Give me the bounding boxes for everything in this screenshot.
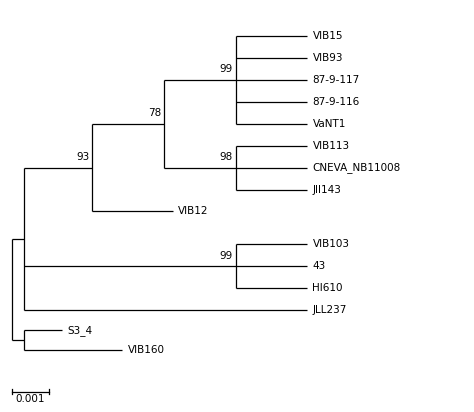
Text: 0.001: 0.001 bbox=[16, 393, 45, 403]
Text: 99: 99 bbox=[220, 64, 233, 74]
Text: VIB15: VIB15 bbox=[312, 31, 343, 41]
Text: 87-9-117: 87-9-117 bbox=[312, 75, 360, 85]
Text: 99: 99 bbox=[220, 251, 233, 261]
Text: JLL237: JLL237 bbox=[312, 305, 347, 315]
Text: 87-9-116: 87-9-116 bbox=[312, 97, 360, 107]
Text: 78: 78 bbox=[148, 108, 162, 118]
Text: S3_4: S3_4 bbox=[68, 325, 93, 336]
Text: 43: 43 bbox=[312, 262, 326, 272]
Text: VaNT1: VaNT1 bbox=[312, 119, 346, 129]
Text: VIB160: VIB160 bbox=[128, 345, 164, 355]
Text: 93: 93 bbox=[77, 152, 90, 162]
Text: CNEVA_NB11008: CNEVA_NB11008 bbox=[312, 162, 401, 173]
Text: JII143: JII143 bbox=[312, 185, 341, 194]
Text: VIB93: VIB93 bbox=[312, 53, 343, 63]
Text: HI610: HI610 bbox=[312, 283, 343, 293]
Text: VIB12: VIB12 bbox=[178, 206, 209, 216]
Text: VIB113: VIB113 bbox=[312, 140, 350, 150]
Text: 98: 98 bbox=[220, 152, 233, 162]
Text: VIB103: VIB103 bbox=[312, 239, 349, 249]
